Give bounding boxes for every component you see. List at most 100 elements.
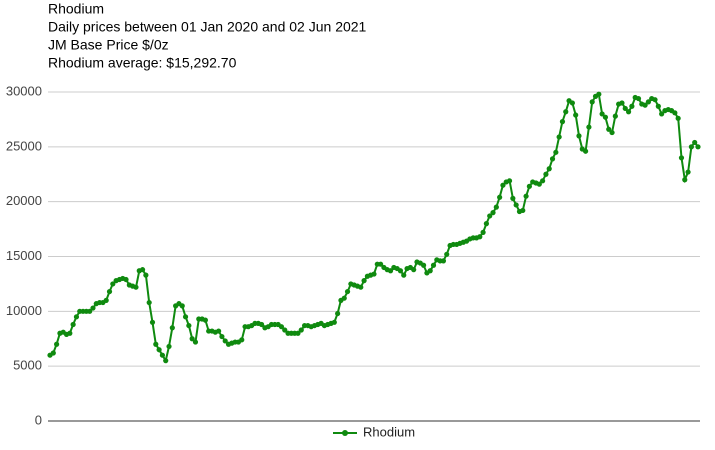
point (513, 202, 519, 208)
point (371, 271, 377, 277)
point (186, 322, 192, 329)
annotation: JM Base Price $/0z (48, 37, 169, 53)
point (602, 114, 609, 120)
point (526, 183, 532, 189)
point (523, 193, 529, 199)
y-tick-label: 25000 (6, 138, 42, 153)
chart-subtitle: Daily prices between 01 Jan 2020 and 02 … (48, 19, 367, 35)
point (563, 109, 569, 115)
point (163, 358, 169, 364)
point (536, 181, 542, 187)
point (606, 126, 612, 132)
point (692, 139, 698, 146)
point (298, 327, 304, 333)
point (553, 149, 559, 155)
point (619, 100, 625, 106)
point (520, 207, 526, 214)
y-tick-label: 15000 (6, 248, 42, 263)
point (582, 148, 589, 154)
point (497, 194, 503, 200)
point (166, 343, 172, 350)
legend-label: Rhodium (363, 424, 415, 439)
point (477, 234, 483, 240)
point (123, 276, 129, 283)
point (182, 314, 189, 320)
point (219, 333, 225, 340)
point (139, 267, 146, 273)
point (625, 109, 632, 115)
point (156, 347, 162, 353)
point (222, 338, 228, 344)
point (659, 111, 665, 117)
point (569, 100, 575, 106)
point (133, 284, 139, 290)
point (159, 352, 166, 358)
point (678, 155, 685, 161)
point (239, 337, 245, 343)
point (169, 325, 175, 331)
point (189, 336, 195, 342)
series-line (49, 92, 699, 364)
y-tick-label: 30000 (6, 83, 42, 98)
point (440, 258, 447, 264)
point (143, 272, 149, 278)
point (282, 327, 288, 333)
point (688, 144, 694, 150)
y-tick-label: 0 (35, 412, 42, 427)
point (612, 113, 618, 119)
point (635, 95, 642, 102)
point (589, 99, 595, 105)
point (70, 321, 76, 328)
point (427, 268, 433, 274)
y-tick-label: 5000 (13, 358, 42, 373)
point (401, 272, 407, 278)
point (278, 324, 285, 330)
point (576, 133, 582, 139)
point (358, 284, 364, 290)
point (378, 261, 384, 267)
y-tick-label: 10000 (6, 303, 42, 318)
point (645, 99, 652, 105)
point (50, 350, 56, 356)
point (87, 308, 93, 314)
point (490, 210, 496, 216)
point (258, 321, 265, 328)
point (397, 268, 404, 274)
point (179, 303, 185, 309)
point (695, 144, 701, 150)
point (609, 129, 615, 136)
annotation: Rhodium average: $15,292.70 (48, 55, 237, 71)
point (344, 288, 351, 295)
point (682, 177, 688, 183)
point (54, 341, 60, 347)
point (444, 251, 450, 257)
point (110, 281, 116, 287)
point (629, 103, 635, 109)
point (487, 213, 493, 219)
point (331, 319, 337, 325)
point (483, 221, 490, 227)
point (146, 299, 152, 306)
point (216, 328, 222, 334)
point (586, 124, 592, 130)
point (549, 156, 556, 162)
point (103, 297, 109, 303)
point (149, 319, 156, 325)
point (153, 341, 159, 347)
point (192, 339, 199, 345)
point (387, 268, 394, 274)
point (622, 105, 628, 112)
point (420, 262, 427, 268)
point (506, 178, 513, 184)
legend-marker (342, 430, 348, 436)
point (675, 115, 681, 121)
point (90, 305, 96, 311)
point (540, 178, 546, 184)
point (652, 97, 658, 103)
point (500, 182, 506, 188)
point (543, 171, 549, 177)
point (106, 288, 113, 295)
point (599, 111, 605, 117)
point (672, 110, 678, 116)
